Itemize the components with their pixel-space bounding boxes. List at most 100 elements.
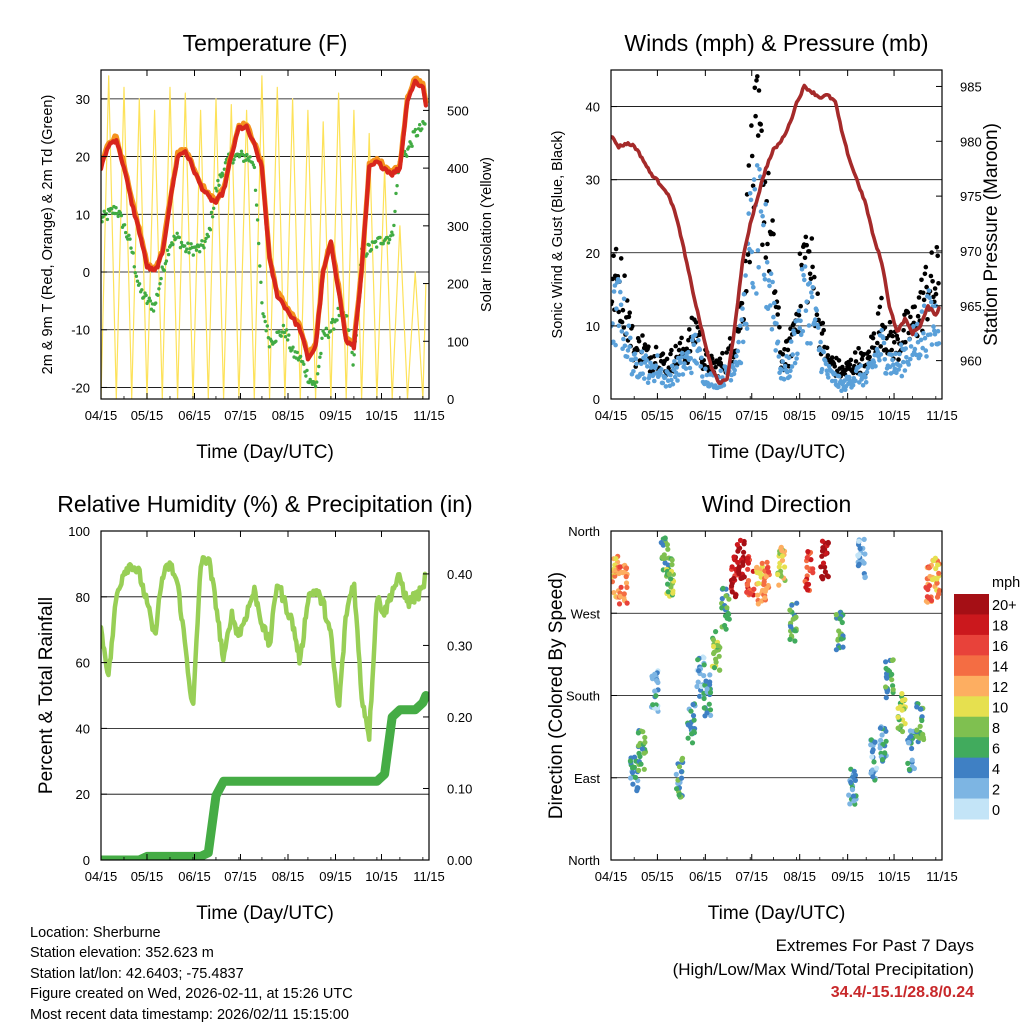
point-sonic-wind [694, 361, 700, 366]
point-wind-direction [759, 560, 765, 566]
point-gust [780, 352, 786, 357]
point-dewpoint [102, 209, 106, 213]
point-gust [746, 163, 752, 168]
point-sonic-wind [744, 326, 750, 331]
point-sonic-wind [749, 249, 755, 255]
point-sonic-wind [766, 278, 772, 283]
point-sonic-wind [794, 356, 799, 361]
point-wind-direction [674, 786, 680, 792]
point-sonic-wind [627, 344, 632, 350]
point-wind-direction [825, 539, 831, 546]
point-sonic-wind [676, 372, 682, 378]
point-sonic-wind [758, 209, 764, 214]
point-wind-direction [739, 575, 745, 581]
point-wind-direction [905, 739, 912, 746]
point-wind-direction [779, 553, 786, 559]
point-wind-direction [711, 665, 718, 671]
point-wind-direction [804, 581, 810, 587]
point-gust [626, 314, 632, 320]
point-sonic-wind [674, 365, 679, 370]
point-wind-direction [679, 775, 685, 781]
point-wind-direction [636, 767, 642, 774]
plot-frame [100, 69, 430, 400]
point-gust [775, 312, 780, 317]
colorbar-label: 0 [992, 803, 1000, 819]
point-sonic-wind [611, 289, 617, 294]
point-wind-direction [895, 714, 901, 720]
plot-frame [610, 69, 943, 400]
point-sonic-wind [931, 324, 936, 329]
x-tick-label: 08/15 [783, 408, 816, 423]
point-dewpoint [183, 244, 187, 248]
point-wind-direction [617, 564, 623, 570]
point-gust [896, 357, 901, 362]
point-dewpoint [385, 235, 390, 240]
point-sonic-wind [797, 325, 802, 331]
point-wind-direction [701, 695, 707, 702]
point-wind-direction [729, 564, 735, 570]
point-gust [932, 286, 938, 291]
colorbar-label: 16 [992, 639, 1008, 655]
point-wind-direction [689, 740, 696, 746]
point-wind-direction [623, 574, 629, 580]
point-gust [660, 351, 666, 357]
point-gust [646, 344, 651, 350]
point-wind-direction [848, 779, 854, 786]
point-sonic-wind [818, 339, 823, 345]
point-sonic-wind [892, 366, 898, 372]
x-tick-label: 10/15 [878, 408, 911, 423]
point-wind-direction [691, 717, 697, 723]
point-sonic-wind [645, 364, 650, 369]
colorbar-label: 10 [992, 701, 1008, 717]
point-gust [832, 364, 837, 369]
point-wind-direction [673, 771, 679, 778]
y-tick-label: North [568, 524, 600, 539]
point-wind-direction [936, 588, 942, 594]
point-dewpoint [177, 235, 181, 240]
point-sonic-wind [786, 355, 792, 361]
point-dewpoint [381, 242, 385, 246]
colorbar-label: 18 [992, 619, 1008, 635]
point-sonic-wind [779, 367, 785, 373]
point-sonic-wind [735, 348, 741, 354]
point-sonic-wind [644, 358, 649, 363]
point-sonic-wind [731, 371, 737, 377]
point-gust [796, 312, 802, 318]
colorbar-swatch [954, 696, 989, 718]
y2-tick-label: 0.10 [447, 781, 472, 796]
point-sonic-wind [808, 341, 813, 346]
point-dewpoint [319, 351, 323, 356]
point-wind-direction [819, 538, 826, 544]
point-sonic-wind [755, 248, 761, 253]
point-wind-direction [763, 574, 769, 580]
point-wind-direction [924, 594, 931, 600]
point-sonic-wind [792, 331, 797, 337]
point-sonic-wind [688, 356, 693, 361]
point-dewpoint [264, 329, 268, 333]
point-sonic-wind [626, 323, 632, 329]
point-wind-direction [704, 686, 710, 692]
point-sonic-wind [739, 317, 744, 323]
point-dewpoint [162, 268, 166, 273]
point-sonic-wind [923, 348, 929, 353]
point-wind-direction [902, 721, 908, 727]
point-wind-direction [641, 766, 647, 772]
point-gust [889, 347, 894, 353]
point-sonic-wind [760, 213, 765, 219]
x-tick-label: 04/15 [595, 408, 628, 423]
point-sonic-wind [686, 349, 691, 355]
x-tick-label: 07/15 [224, 869, 257, 884]
point-wind-direction [764, 585, 770, 592]
point-sonic-wind [858, 363, 864, 368]
point-sonic-wind [921, 303, 927, 309]
point-wind-direction [857, 545, 863, 552]
x-tick-label: 10/15 [878, 869, 911, 884]
x-tick-label: 05/15 [641, 869, 674, 884]
point-wind-direction [754, 564, 760, 570]
point-gust [870, 335, 876, 341]
point-gust [908, 314, 913, 320]
point-sonic-wind [771, 314, 776, 320]
point-wind-direction [870, 774, 876, 780]
point-dewpoint [187, 251, 191, 255]
